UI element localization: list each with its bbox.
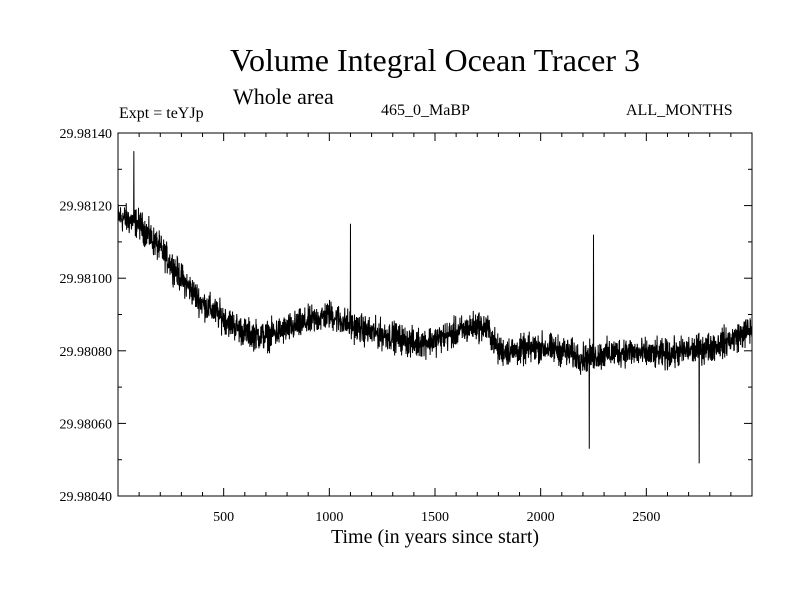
plot-area [117,151,753,464]
period-label: 465_0_MaBP [381,102,470,119]
x-axis-label: Time (in years since start) [330,526,540,548]
experiment-label: Expt = teYJp [119,105,204,122]
x-tick-label: 1000 [315,510,343,525]
axes: 29.98040 29.98060 29.98080 29.98100 29.98120… [60,127,753,525]
series-line [117,151,753,464]
x-tick-label: 2500 [632,510,660,525]
months-label: ALL_MONTHS [626,102,733,119]
x-tick-label: 1500 [421,510,449,525]
y-tick-label: 29.98100 [60,272,113,287]
x-tick-label: 500 [213,510,234,525]
y-tick-label: 29.98040 [60,490,113,505]
y-tick-label: 29.98140 [60,127,113,142]
chart-title: Volume Integral Ocean Tracer 3 [230,42,640,78]
chart-subtitle: Whole area [233,84,334,109]
y-tick-label: 29.98060 [60,417,113,432]
y-tick-label: 29.98120 [60,200,113,215]
x-tick-label: 2000 [527,510,555,525]
y-tick-label: 29.98080 [60,345,113,360]
